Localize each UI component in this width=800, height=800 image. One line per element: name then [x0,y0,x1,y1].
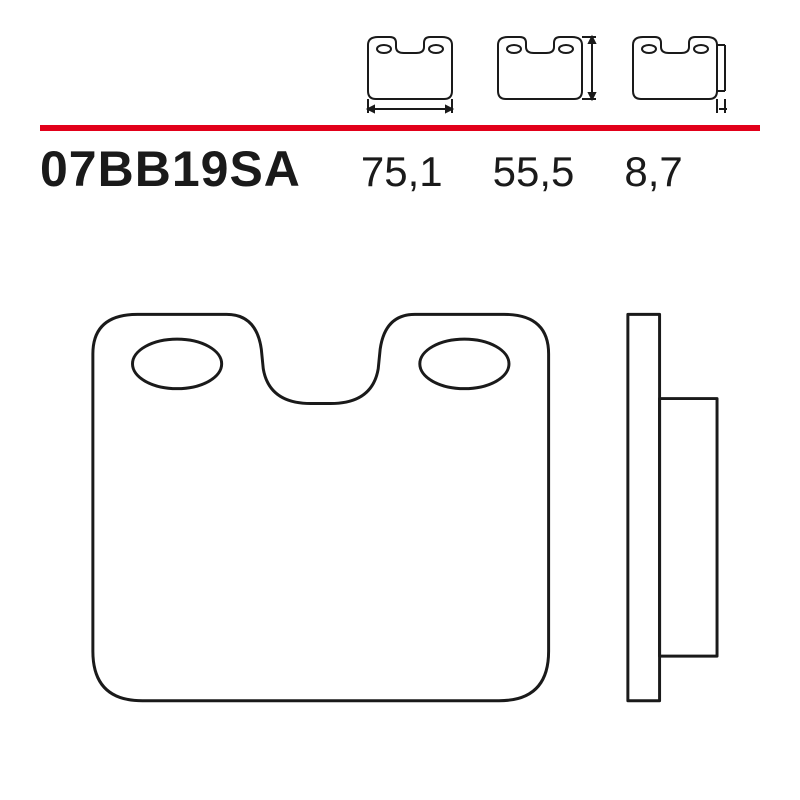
part-number: 07BB19SA [40,140,301,198]
width-value: 75,1 [361,148,443,196]
technical-drawing [40,245,760,780]
side-view [628,314,717,700]
values-row: 07BB19SA 75,1 55,5 8,7 [40,140,760,198]
drawing-svg [40,245,760,780]
dimension-values: 75,1 55,5 8,7 [361,148,683,196]
front-view [93,314,549,700]
height-value: 55,5 [493,148,575,196]
dimension-icons-svg [350,32,730,117]
page: 07BB19SA 75,1 55,5 8,7 [0,0,800,800]
thickness-value: 8,7 [624,148,682,196]
divider-line [40,125,760,131]
dimension-icons-row [350,32,730,117]
